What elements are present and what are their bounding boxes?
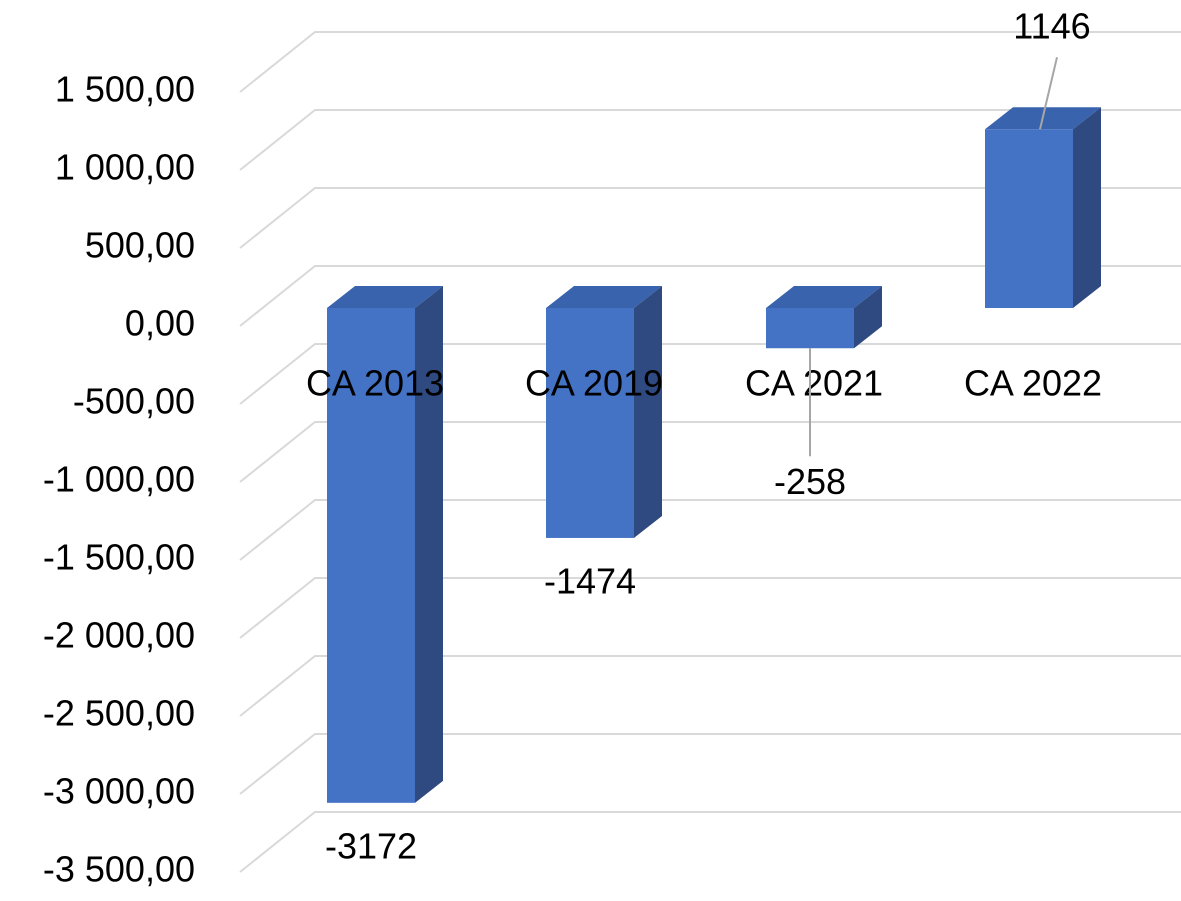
bar-top	[766, 286, 882, 308]
data-label: -3172	[325, 825, 417, 866]
data-label: -1474	[544, 560, 636, 601]
bar	[985, 129, 1073, 308]
bar	[546, 308, 634, 538]
data-label: -258	[774, 461, 846, 502]
y-tick-label: -2 500,00	[43, 693, 195, 734]
bar-side	[854, 286, 882, 349]
data-label: 1146	[1013, 6, 1090, 47]
y-tick-label: 1 500,00	[55, 69, 195, 110]
grid-line	[239, 265, 1181, 327]
grid-line	[239, 343, 1181, 405]
bar-side	[415, 286, 443, 803]
y-tick-label: -1 000,00	[43, 459, 195, 500]
y-tick-label: -2 000,00	[43, 615, 195, 656]
x-tick-label: CA 2019	[525, 363, 663, 404]
y-tick-label: -3 500,00	[43, 849, 195, 890]
bar-top	[546, 286, 662, 308]
grid-line	[239, 31, 1181, 93]
y-tick-label: 500,00	[85, 225, 195, 266]
grid-line	[239, 577, 1181, 639]
y-tick-label: -500,00	[73, 381, 195, 422]
y-tick-label: 0,00	[125, 303, 195, 344]
x-tick-label: CA 2021	[745, 363, 883, 404]
grid-line	[239, 421, 1181, 483]
bar-side	[634, 286, 662, 538]
bar	[766, 308, 854, 349]
bar	[327, 308, 415, 803]
y-tick-label: -1 500,00	[43, 537, 195, 578]
x-tick-label: CA 2022	[964, 363, 1102, 404]
y-tick-label: -3 000,00	[43, 771, 195, 812]
grid-line	[239, 733, 1181, 795]
grid-line	[239, 499, 1181, 561]
bar-side	[1073, 107, 1101, 308]
grid-line	[239, 811, 1181, 873]
grid-line	[239, 655, 1181, 717]
bar-top	[327, 286, 443, 308]
x-tick-label: CA 2013	[306, 363, 444, 404]
leader-line	[1039, 56, 1058, 130]
grid-line	[239, 187, 1181, 249]
y-tick-label: 1 000,00	[55, 147, 195, 188]
grid-line	[239, 109, 1181, 171]
